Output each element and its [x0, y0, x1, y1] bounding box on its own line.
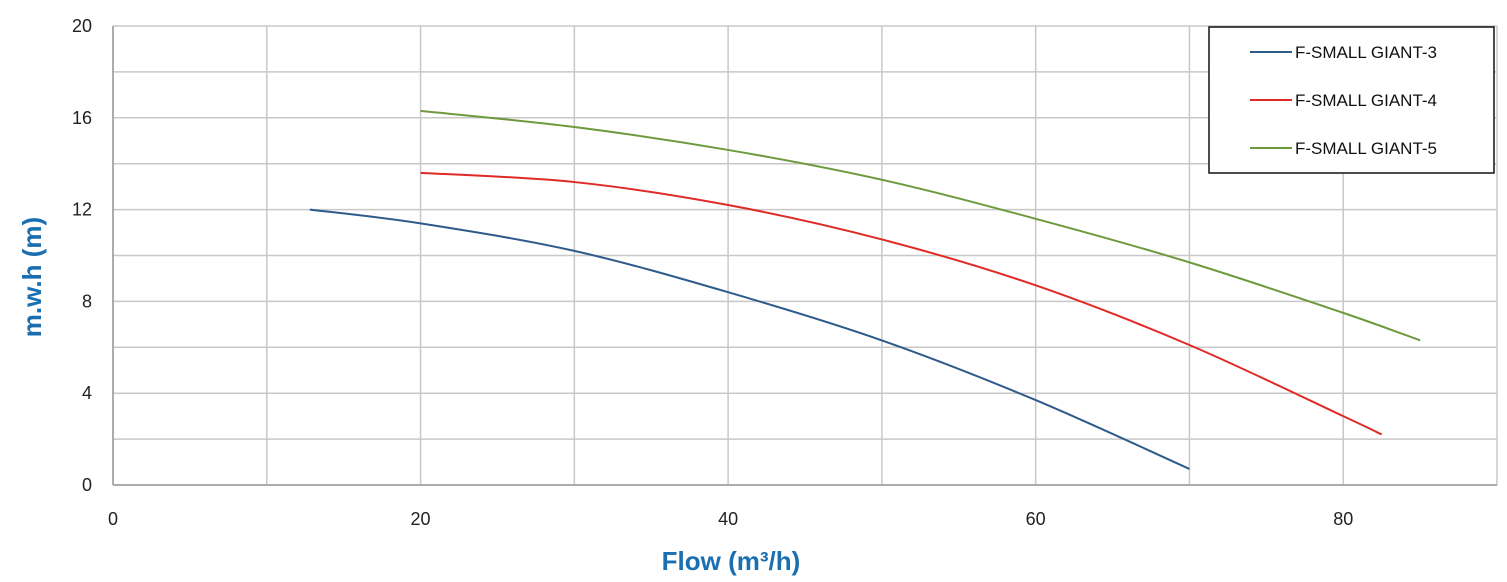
y-tick-label: 8: [82, 291, 92, 311]
series-layer: [309, 109, 1421, 470]
y-axis-ticks: 0 4 8 12 16 20: [72, 16, 92, 495]
x-axis-ticks: 0 20 40 60 80: [108, 509, 1353, 529]
y-axis-title: m.w.h (m): [17, 217, 47, 337]
x-tick-label: 0: [108, 509, 118, 529]
y-tick-label: 0: [82, 475, 92, 495]
y-tick-label: 16: [72, 108, 92, 128]
legend: F-SMALL GIANT-3 F-SMALL GIANT-4 F-SMALL GI…: [1208, 26, 1495, 174]
y-tick-label: 20: [72, 16, 92, 36]
legend-label: F-SMALL GIANT-3: [1295, 43, 1437, 62]
legend-label: F-SMALL GIANT-4: [1295, 91, 1437, 110]
x-tick-label: 20: [411, 509, 431, 529]
x-tick-label: 60: [1026, 509, 1046, 529]
series-line-2: [420, 171, 1383, 436]
series-line-1: [309, 208, 1190, 470]
y-tick-label: 12: [72, 200, 92, 220]
x-tick-label: 80: [1333, 509, 1353, 529]
series-line-3: [420, 109, 1421, 342]
y-tick-label: 4: [82, 383, 92, 403]
x-tick-label: 40: [718, 509, 738, 529]
legend-label: F-SMALL GIANT-5: [1295, 139, 1437, 158]
x-axis-title: Flow (m³/h): [662, 546, 801, 576]
